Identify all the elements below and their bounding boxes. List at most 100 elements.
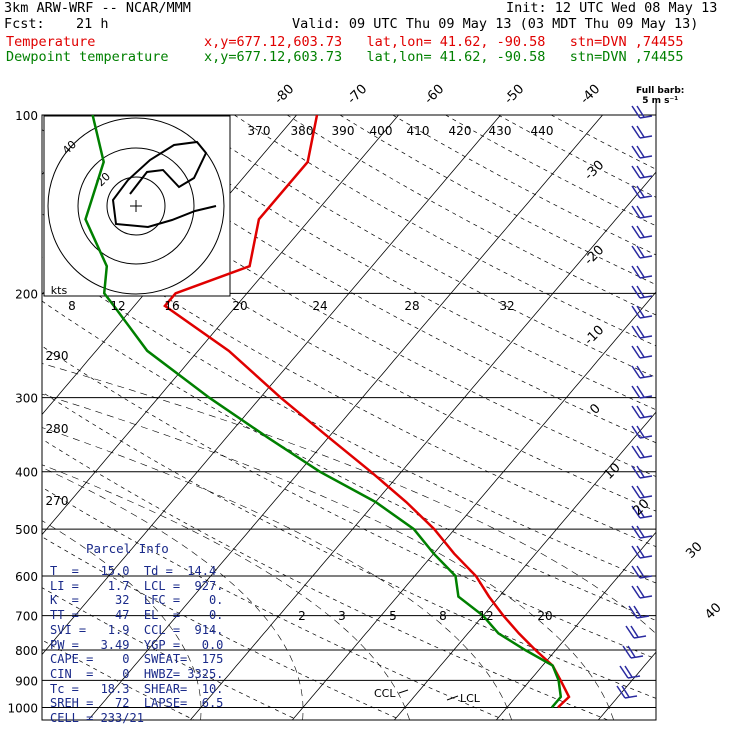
moist-adiabat-line — [42, 467, 304, 720]
mixing-ratio-label: 12 — [478, 609, 493, 623]
wind-barb — [628, 605, 638, 619]
wind-barb — [639, 155, 653, 159]
dry-adiabat-label: 370 — [248, 124, 271, 138]
dry-adiabat-line — [181, 115, 656, 378]
wind-barb — [639, 135, 653, 139]
dry-adiabat-label: 420 — [449, 124, 472, 138]
isotherm-line — [42, 115, 399, 536]
dry-adiabat-line — [42, 345, 656, 660]
dewpoint-legend: Dewpoint temperature — [6, 49, 169, 65]
wind-barb — [631, 345, 641, 359]
isotherm-label: 30 — [683, 539, 705, 561]
parcel-info-row: CELL = 233/21 — [50, 711, 144, 725]
wind-barb — [636, 205, 645, 218]
wind-barbs — [616, 100, 657, 720]
wind-barb — [631, 365, 641, 379]
parcel-info-row: TT = 47 EL = 0. — [50, 608, 224, 623]
isotherm-label: 0 — [587, 401, 603, 417]
wind-barb — [636, 125, 645, 138]
wind-barb — [631, 165, 641, 179]
parcel-info-row: CIN = 0 HWBZ= 3325. — [50, 666, 224, 681]
wind-barb — [636, 265, 645, 278]
wind-barb — [636, 185, 645, 198]
wind-barb — [631, 405, 641, 419]
wind-barb — [636, 485, 645, 498]
wind-barb — [631, 105, 641, 119]
mixing-ratio-label: 20 — [232, 299, 247, 313]
wind-barb — [624, 665, 633, 678]
pressure-tick-label: 400 — [15, 466, 38, 480]
mixing-ratio-label: 20 — [537, 609, 552, 623]
wind-barb — [639, 395, 653, 399]
dewpoint-profile — [84, 115, 563, 709]
wind-barb — [636, 615, 650, 619]
mixing-ratio-label: 8 — [68, 299, 76, 313]
wind-barb — [639, 195, 653, 199]
isotherm-label: -10 — [582, 323, 608, 349]
wind-barb — [636, 445, 645, 458]
wind-barb — [631, 205, 641, 219]
dry-adiabat-line — [42, 300, 656, 621]
mixing-ratio-label: 24 — [312, 299, 327, 313]
wind-barb — [633, 635, 647, 639]
parcel-info-row: T = 15.0 Td = 14.4 — [50, 564, 217, 578]
wind-barb — [639, 515, 653, 519]
hodograph-ring — [106, 176, 166, 236]
wind-barb — [631, 305, 641, 319]
wind-barb — [639, 595, 653, 599]
ccl-label: CCL — [374, 687, 396, 700]
dry-adiabat-line — [286, 115, 656, 316]
moist-adiabat-line — [42, 393, 614, 720]
temperature-legend: Temperature — [6, 34, 96, 50]
wind-barb — [631, 545, 641, 559]
dewpoint-location: x,y=677.12,603.73 lat,lon= 41.62, -90.58… — [204, 49, 684, 65]
wind-barb — [636, 545, 645, 558]
wind-barb — [627, 645, 636, 658]
wind-barb — [622, 645, 632, 659]
wind-barb — [631, 245, 641, 259]
dry-adiabat-line — [42, 486, 505, 720]
wind-barb — [631, 525, 641, 539]
wind-barb — [631, 225, 641, 239]
dry-adiabat-line — [392, 115, 656, 256]
wind-barb — [636, 325, 645, 338]
wind-barb — [636, 365, 645, 378]
parcel-info-row: K = 32 LFC = 0. — [50, 593, 224, 608]
valid-time: Valid: 09 UTC Thu 09 May 13 (03 MDT Thu … — [292, 16, 699, 32]
isotherm-label: 40 — [702, 600, 724, 622]
ccl-marker — [398, 689, 409, 694]
dry-adiabat-line — [234, 115, 656, 347]
wind-barb — [639, 415, 653, 419]
full-barb-label: Full barb: — [636, 86, 685, 96]
dry-adiabat-line — [42, 129, 656, 477]
isotherm-label: -50 — [502, 82, 528, 108]
wind-barb — [636, 525, 645, 538]
isotherm-line — [291, 291, 656, 720]
mixing-ratio-label: 12 — [110, 299, 125, 313]
dry-adiabat-line — [445, 115, 656, 227]
wind-barb — [631, 185, 641, 199]
dry-adiabat-label: 270 — [46, 494, 69, 508]
wind-barb — [619, 665, 629, 679]
wind-barb — [639, 255, 653, 259]
wind-barb — [631, 465, 641, 479]
wind-barb — [631, 485, 641, 499]
model-title: 3km ARW-WRF -- NCAR/MMM — [4, 0, 191, 16]
init-time: Init: 12 UTC Wed 08 May 13 — [506, 0, 718, 16]
pressure-tick-label: 100 — [15, 109, 38, 123]
isotherm-label: -80 — [272, 82, 298, 108]
wind-barb — [636, 505, 645, 518]
wind-barb — [639, 115, 653, 119]
dry-adiabat-label: 280 — [46, 422, 69, 436]
isotherm-label: -20 — [582, 243, 608, 269]
wind-barb — [624, 695, 638, 699]
wind-barb — [633, 605, 642, 618]
pressure-tick-label: 900 — [15, 674, 38, 688]
wind-barb — [631, 145, 641, 159]
pressure-tick-label: 600 — [15, 570, 38, 584]
parcel-info-row: Tc = 18.3 SHEAR= 10. — [50, 681, 224, 696]
wind-barb — [636, 425, 645, 438]
wind-barb — [631, 585, 641, 599]
